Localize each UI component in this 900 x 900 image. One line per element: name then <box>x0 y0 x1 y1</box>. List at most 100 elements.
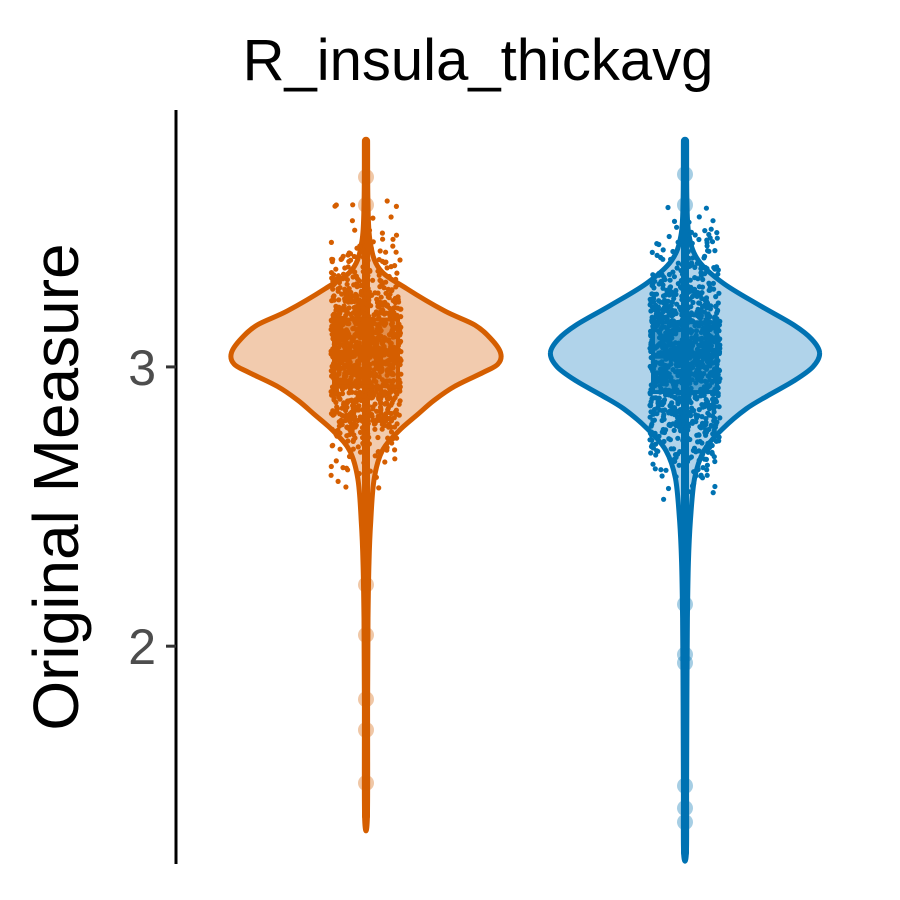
data-point <box>650 445 657 451</box>
data-point <box>675 435 681 441</box>
data-point <box>372 311 378 318</box>
data-point <box>710 431 716 437</box>
data-point <box>393 276 399 282</box>
data-point <box>671 274 678 280</box>
data-point <box>650 272 656 278</box>
data-point <box>695 467 701 473</box>
data-point <box>664 307 670 313</box>
data-point <box>648 409 654 415</box>
data-point <box>689 240 695 246</box>
data-point <box>384 444 390 451</box>
data-point <box>367 468 373 474</box>
data-point <box>336 297 342 303</box>
y-axis-label: Original Measure <box>20 243 92 730</box>
data-point <box>703 401 709 407</box>
data-point <box>706 406 713 412</box>
data-point <box>395 305 401 311</box>
data-point <box>716 290 722 296</box>
data-point <box>713 399 720 405</box>
data-point <box>360 407 366 413</box>
data-point <box>384 198 390 204</box>
data-point <box>650 418 656 424</box>
data-point <box>329 298 335 304</box>
data-point <box>337 446 343 452</box>
data-point <box>344 433 350 439</box>
data-point <box>374 408 380 414</box>
data-point <box>347 294 353 300</box>
data-point <box>360 269 366 275</box>
data-point <box>368 303 374 309</box>
data-point <box>674 224 680 230</box>
data-point <box>711 454 717 460</box>
data-point <box>366 289 372 295</box>
data-point <box>675 398 681 404</box>
data-point <box>376 485 382 491</box>
data-point <box>360 239 366 245</box>
data-point <box>658 467 664 473</box>
data-point <box>372 453 378 459</box>
data-point <box>368 245 374 251</box>
data-point <box>350 438 356 444</box>
data-point <box>337 396 343 402</box>
data-point <box>345 299 351 305</box>
data-point <box>712 415 718 421</box>
data-point <box>683 269 689 275</box>
data-point <box>707 444 713 451</box>
data-point <box>704 237 710 243</box>
data-point <box>672 452 679 458</box>
data-point <box>344 281 350 287</box>
data-point <box>366 408 372 415</box>
data-point <box>674 265 680 271</box>
data-point <box>681 244 688 250</box>
violin-group-1 <box>228 136 504 834</box>
data-point <box>350 403 356 409</box>
data-point <box>385 435 391 441</box>
data-point <box>377 248 383 254</box>
data-point <box>717 415 723 421</box>
data-point <box>711 409 717 415</box>
data-point <box>657 299 664 305</box>
data-point <box>698 473 704 479</box>
data-point <box>679 262 685 268</box>
data-point <box>360 264 366 270</box>
data-point <box>379 230 385 236</box>
data-point <box>704 313 710 319</box>
data-point <box>687 455 693 461</box>
data-point <box>330 312 336 318</box>
data-point <box>706 281 713 287</box>
data-point <box>394 411 400 417</box>
outlier-point <box>677 166 693 183</box>
data-point <box>354 276 361 282</box>
data-point <box>716 438 722 444</box>
data-point <box>329 275 335 281</box>
data-point <box>654 252 660 258</box>
data-point <box>704 243 710 249</box>
data-point <box>659 399 665 405</box>
data-point <box>385 405 391 411</box>
outlier-point <box>677 596 693 613</box>
data-point <box>659 278 665 284</box>
data-point <box>333 399 339 405</box>
data-point <box>338 307 345 313</box>
data-point <box>647 437 653 443</box>
data-point <box>386 273 392 280</box>
outlier-point <box>677 814 693 831</box>
data-point <box>651 299 657 305</box>
data-point <box>699 414 705 420</box>
data-point <box>338 417 344 423</box>
data-point <box>388 429 395 435</box>
data-point <box>358 290 364 296</box>
data-point <box>703 416 709 422</box>
data-point <box>696 236 702 243</box>
outlier-point <box>677 196 693 213</box>
data-point <box>671 295 677 302</box>
data-point <box>694 293 700 299</box>
data-point <box>683 452 689 458</box>
data-point <box>380 302 386 308</box>
data-point <box>362 311 368 317</box>
data-point <box>352 424 358 430</box>
data-point <box>357 283 363 289</box>
data-point <box>702 228 708 234</box>
data-point <box>687 263 693 269</box>
data-point <box>340 276 346 282</box>
